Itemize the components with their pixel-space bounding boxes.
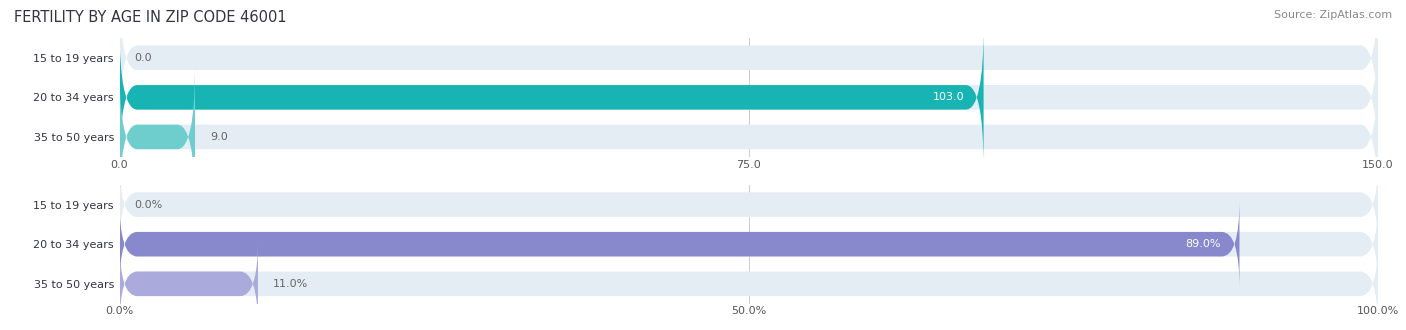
Text: 103.0: 103.0 — [934, 92, 965, 102]
FancyBboxPatch shape — [120, 240, 257, 327]
FancyBboxPatch shape — [120, 240, 1378, 327]
FancyBboxPatch shape — [120, 26, 984, 169]
Text: 0.0: 0.0 — [135, 53, 152, 63]
Text: 0.0%: 0.0% — [135, 200, 163, 210]
Text: FERTILITY BY AGE IN ZIP CODE 46001: FERTILITY BY AGE IN ZIP CODE 46001 — [14, 10, 287, 25]
FancyBboxPatch shape — [120, 66, 1378, 208]
Text: Source: ZipAtlas.com: Source: ZipAtlas.com — [1274, 10, 1392, 20]
FancyBboxPatch shape — [120, 26, 1378, 169]
FancyBboxPatch shape — [120, 161, 1378, 248]
FancyBboxPatch shape — [120, 201, 1240, 288]
FancyBboxPatch shape — [120, 66, 195, 208]
Text: 89.0%: 89.0% — [1185, 239, 1220, 249]
FancyBboxPatch shape — [120, 201, 1378, 288]
Text: 9.0: 9.0 — [209, 132, 228, 142]
Text: 11.0%: 11.0% — [273, 279, 308, 289]
FancyBboxPatch shape — [120, 0, 1378, 129]
